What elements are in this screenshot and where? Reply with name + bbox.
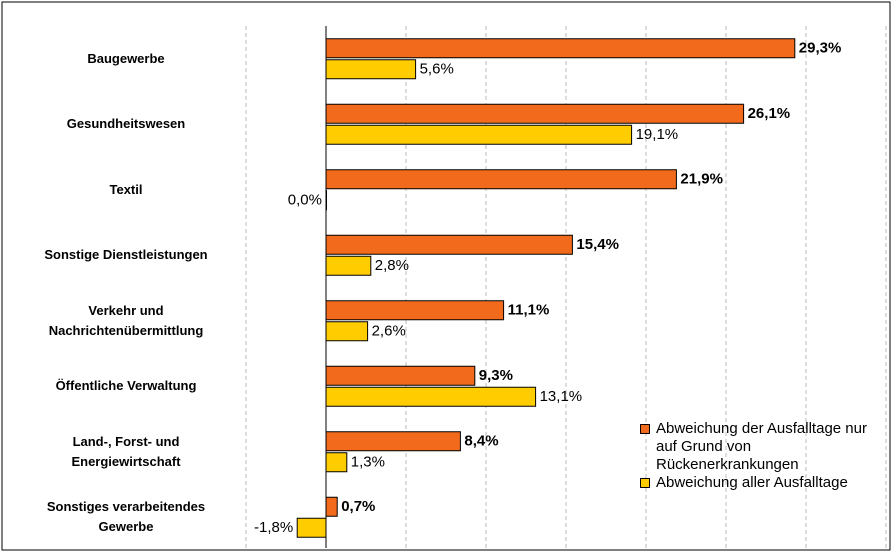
value-label: -1,8% bbox=[254, 519, 293, 536]
bar bbox=[325, 365, 476, 386]
value-label: 0,7% bbox=[341, 498, 375, 515]
value-label: 0,0% bbox=[288, 192, 322, 209]
value-label: 8,4% bbox=[464, 433, 498, 450]
value-label: 21,9% bbox=[680, 171, 723, 188]
bar bbox=[325, 169, 677, 190]
legend: Abweichung der Ausfalltage nur auf Grund… bbox=[640, 420, 885, 492]
bar bbox=[325, 59, 417, 80]
bar bbox=[325, 300, 505, 321]
value-label: 1,3% bbox=[351, 454, 385, 471]
bar bbox=[325, 255, 372, 276]
category-label: Gesundheitswesen bbox=[66, 116, 186, 132]
value-label: 2,8% bbox=[375, 257, 409, 274]
legend-item: Abweichung der Ausfalltage nur auf Grund… bbox=[640, 420, 885, 474]
legend-label: Abweichung aller Ausfalltage bbox=[656, 474, 848, 491]
value-label: 9,3% bbox=[479, 367, 513, 384]
bar bbox=[325, 124, 633, 145]
bar bbox=[325, 103, 745, 124]
value-label: 26,1% bbox=[748, 105, 791, 122]
legend-swatch bbox=[640, 478, 650, 488]
bar bbox=[325, 431, 461, 452]
value-label: 13,1% bbox=[540, 388, 583, 405]
category-label: Verkehr und Nachrichtenübermittlung bbox=[48, 302, 204, 338]
bar bbox=[325, 386, 537, 407]
value-label: 2,6% bbox=[372, 323, 406, 340]
bar bbox=[325, 38, 796, 59]
category-label: Land-, Forst- und Energiewirtschaft bbox=[71, 433, 181, 469]
bar bbox=[325, 321, 369, 342]
category-label: Sonstige Dienstleistungen bbox=[44, 247, 208, 263]
category-label: Sonstiges verarbeitendes Gewerbe bbox=[46, 499, 206, 535]
bar bbox=[325, 452, 348, 473]
category-label: Baugewerbe bbox=[87, 50, 165, 66]
legend-swatch bbox=[640, 424, 650, 434]
value-label: 19,1% bbox=[636, 126, 679, 143]
category-label: Textil bbox=[109, 181, 143, 197]
value-label: 29,3% bbox=[799, 40, 842, 57]
bar bbox=[325, 234, 573, 255]
value-label: 11,1% bbox=[508, 302, 550, 319]
legend-label: Abweichung der Ausfalltage nur auf Grund… bbox=[656, 420, 867, 473]
bar bbox=[296, 517, 327, 538]
value-label: 15,4% bbox=[576, 236, 619, 253]
bar bbox=[325, 496, 338, 517]
category-label: Öffentliche Verwaltung bbox=[55, 378, 197, 394]
value-label: 5,6% bbox=[420, 61, 454, 78]
legend-item: Abweichung aller Ausfalltage bbox=[640, 474, 885, 492]
